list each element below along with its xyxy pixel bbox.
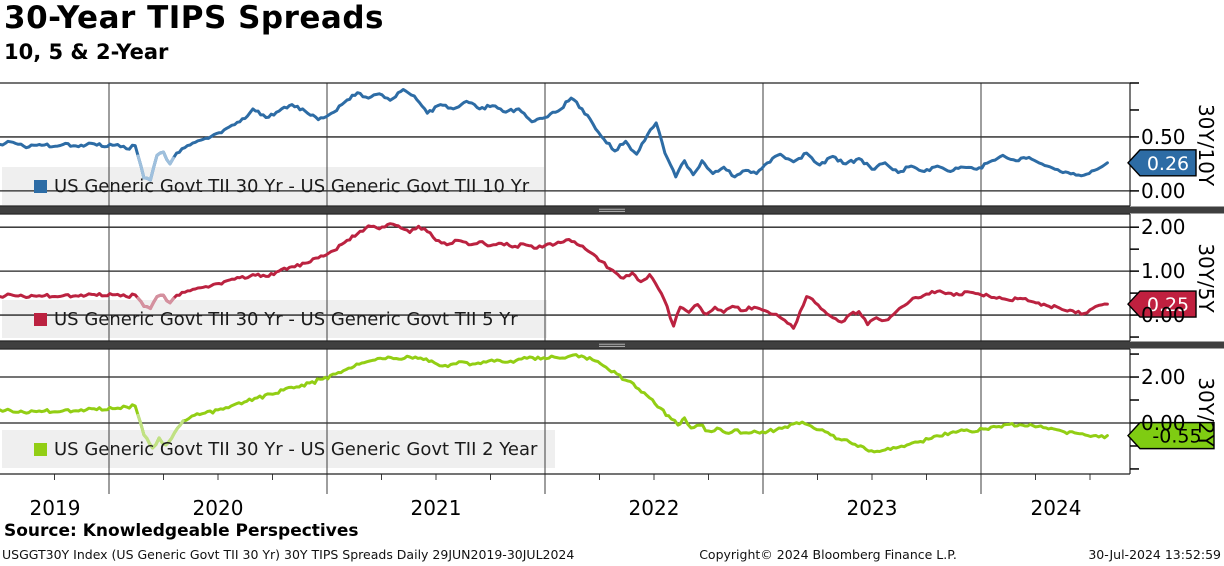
source-line: Source: Knowledgeable Perspectives xyxy=(4,521,359,541)
axis-title-30y-minus-5y: 30Y/5Y xyxy=(1194,242,1218,313)
axis-tick-label: 0.00 xyxy=(1141,410,1186,435)
last-value-tag-text: 0.26 xyxy=(1147,153,1189,175)
x-axis-year-label: 2024 xyxy=(1030,496,1082,520)
page-subtitle: 10, 5 & 2-Year xyxy=(4,40,169,64)
axis-title-30y-minus-10y: 30Y/10Y xyxy=(1194,103,1218,186)
x-axis-year-label: 2023 xyxy=(846,496,898,520)
footer-timestamp: 30-Jul-2024 13:52:59 xyxy=(1088,547,1221,562)
panel-separator-1[interactable] xyxy=(0,206,1224,214)
separator-grip-icon xyxy=(599,343,625,345)
panel-separator-2[interactable] xyxy=(0,341,1224,349)
axis-tick-label: 0.50 xyxy=(1141,124,1186,149)
axis-tick-label: 2.00 xyxy=(1141,365,1186,390)
x-axis-year-label: 2021 xyxy=(410,496,462,520)
plot-area-30y-minus-5y[interactable] xyxy=(0,214,1130,341)
axis-title-30y-minus-2y: 30Y/2Y xyxy=(1194,376,1218,447)
plot-area-30y-minus-10y[interactable] xyxy=(0,83,1130,206)
last-value-tag-30y-minus-10y xyxy=(1127,149,1197,177)
axis-tick-label: 2.00 xyxy=(1141,215,1186,240)
x-axis-year-label: 2020 xyxy=(192,496,244,520)
axis-tick-label: 0.00 xyxy=(1141,303,1186,328)
axis-tick-label: 0.00 xyxy=(1141,178,1186,203)
x-axis-year-label: 2019 xyxy=(29,496,81,520)
separator-grip-icon xyxy=(599,208,625,210)
footer-copyright: Copyright© 2024 Bloomberg Finance L.P. xyxy=(699,547,957,562)
page-title: 30-Year TIPS Spreads xyxy=(4,0,384,36)
footer-security-description: USGGT30Y Index (US Generic Govt TII 30 Y… xyxy=(2,547,575,562)
x-axis-year-label: 2022 xyxy=(628,496,680,520)
separator-grip-icon xyxy=(599,210,625,212)
separator-grip-icon xyxy=(599,345,625,347)
legend-swatch-icon xyxy=(34,179,47,193)
axis-tick-label: 1.00 xyxy=(1141,259,1186,284)
plot-area-30y-minus-2y[interactable] xyxy=(0,349,1130,474)
